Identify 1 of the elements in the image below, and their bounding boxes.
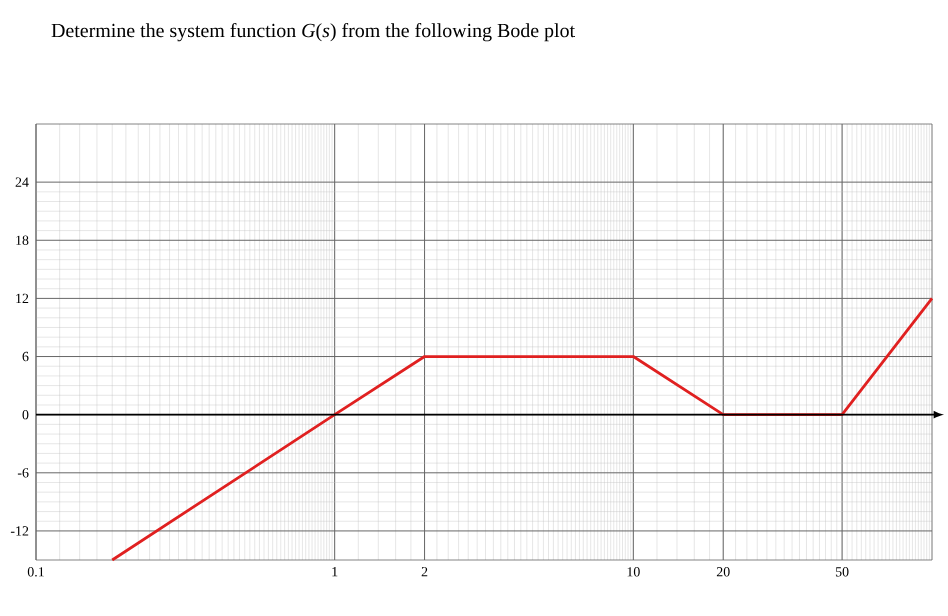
- chart-title: Determine the system function G(s) from the following Bode plot: [51, 23, 575, 42]
